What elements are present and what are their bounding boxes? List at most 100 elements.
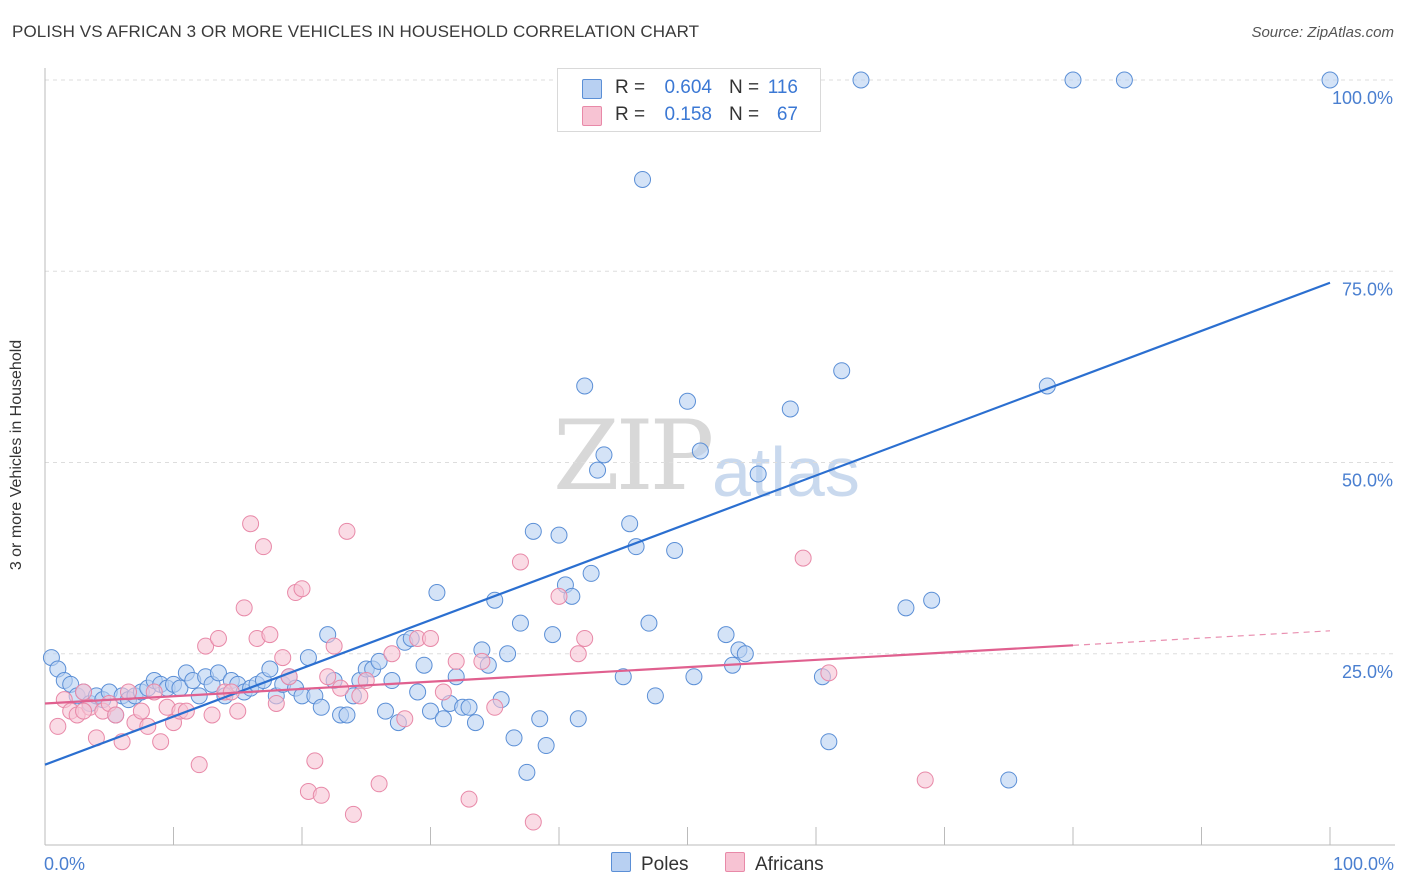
africans-point bbox=[383, 645, 401, 663]
africans-point bbox=[447, 652, 465, 670]
africans-point bbox=[203, 706, 221, 724]
trend-lines bbox=[44, 281, 1331, 766]
africans-point bbox=[550, 587, 568, 605]
poles-swatch bbox=[582, 79, 602, 99]
poles-point bbox=[261, 660, 279, 678]
africans-point bbox=[229, 702, 247, 720]
y-tick-label: 25.0% bbox=[1342, 662, 1393, 682]
poles-point bbox=[1321, 71, 1339, 89]
poles-point bbox=[685, 668, 703, 686]
poles-point bbox=[1064, 71, 1082, 89]
poles-label: Poles bbox=[641, 854, 689, 875]
africans-point bbox=[274, 649, 292, 667]
africans-point bbox=[49, 717, 67, 735]
correlation-legend: R = 0.604 N = 116 R = 0.158 N = 67 bbox=[557, 68, 821, 132]
africans-point bbox=[511, 553, 529, 571]
chart-title: POLISH VS AFRICAN 3 OR MORE VEHICLES IN … bbox=[12, 22, 700, 41]
axes bbox=[44, 68, 1395, 846]
poles-point bbox=[422, 702, 439, 720]
poles-point bbox=[312, 698, 330, 716]
africans-point bbox=[107, 706, 125, 724]
poles-point bbox=[749, 465, 767, 483]
bottom-legend-africans[interactable]: Africans bbox=[725, 852, 824, 876]
africans-point bbox=[267, 694, 285, 712]
africans-point bbox=[319, 668, 337, 686]
africans-trend-line bbox=[44, 644, 1074, 705]
africans-point bbox=[235, 599, 253, 617]
poles-point bbox=[781, 400, 799, 418]
r-value: 0.604 bbox=[664, 77, 712, 98]
bottom-legend-poles[interactable]: Poles bbox=[611, 852, 689, 876]
poles-point bbox=[640, 614, 658, 632]
poles-point bbox=[434, 710, 452, 728]
y-tick-label: 100.0% bbox=[1332, 88, 1393, 108]
poles-point bbox=[544, 626, 562, 644]
poles-point bbox=[409, 683, 427, 701]
africans-point bbox=[242, 515, 260, 533]
africans-point bbox=[75, 683, 93, 701]
poles-point bbox=[595, 446, 613, 464]
poles-point bbox=[518, 763, 536, 781]
africans-point bbox=[312, 786, 330, 804]
africans-point bbox=[460, 790, 478, 808]
poles-point bbox=[209, 664, 227, 682]
poles-point bbox=[736, 645, 754, 663]
africans-point bbox=[338, 522, 356, 540]
y-axis-label: 3 or more Vehicles in Household bbox=[8, 339, 25, 571]
poles-point bbox=[582, 564, 600, 582]
africans-point bbox=[190, 756, 208, 774]
africans-point bbox=[120, 683, 138, 701]
y-tick-label: 50.0% bbox=[1342, 471, 1393, 491]
africans-point bbox=[75, 702, 93, 720]
africans-point bbox=[569, 645, 587, 663]
poles-point bbox=[531, 710, 549, 728]
poles-point bbox=[447, 668, 465, 686]
poles-point bbox=[370, 652, 388, 670]
poles-trend-line bbox=[44, 281, 1331, 766]
africans-point bbox=[152, 733, 170, 751]
africans-point bbox=[473, 652, 491, 670]
poles-point bbox=[576, 377, 594, 395]
africans-point bbox=[254, 538, 272, 556]
africans-swatch bbox=[582, 106, 602, 126]
poles-point bbox=[621, 515, 639, 533]
africans-point bbox=[486, 698, 504, 716]
r-label: R = bbox=[615, 104, 646, 125]
grid-lines bbox=[45, 79, 1395, 655]
africans-point bbox=[293, 580, 311, 598]
poles-point bbox=[833, 362, 851, 380]
n-value: 116 bbox=[767, 77, 798, 98]
n-value: 67 bbox=[776, 104, 798, 125]
poles-point bbox=[511, 614, 529, 632]
tick-labels: 25.0% 50.0% 75.0% 100.0% 0.0% 100.0% bbox=[44, 88, 1394, 874]
y-tick-label: 75.0% bbox=[1342, 279, 1393, 299]
africans-point bbox=[422, 629, 439, 647]
africans-point bbox=[209, 629, 227, 647]
poles-swatch bbox=[611, 852, 631, 872]
africans-point bbox=[524, 813, 542, 831]
poles-point bbox=[486, 591, 504, 609]
legend-row-poles: R = 0.604 N = 116 bbox=[558, 75, 820, 101]
poles-point bbox=[691, 442, 709, 460]
africans-point bbox=[325, 637, 343, 655]
poles-point bbox=[614, 668, 632, 686]
poles-point bbox=[466, 714, 484, 732]
poles-point bbox=[820, 733, 838, 751]
poles-point bbox=[717, 626, 735, 644]
poles-point bbox=[666, 541, 684, 559]
poles-point bbox=[679, 392, 696, 410]
africans-point bbox=[576, 629, 594, 647]
africans-point bbox=[434, 683, 452, 701]
poles-point bbox=[1000, 771, 1018, 789]
poles-point bbox=[897, 599, 915, 617]
n-label: N = bbox=[729, 104, 760, 125]
r-label: R = bbox=[615, 77, 646, 98]
poles-point bbox=[923, 591, 941, 609]
poles-point bbox=[428, 584, 446, 602]
africans-label: Africans bbox=[755, 854, 824, 875]
x-tick-label: 100.0% bbox=[1333, 854, 1394, 874]
africans-point bbox=[820, 664, 838, 682]
poles-point bbox=[589, 461, 607, 479]
x-tick-label: 0.0% bbox=[44, 854, 85, 874]
